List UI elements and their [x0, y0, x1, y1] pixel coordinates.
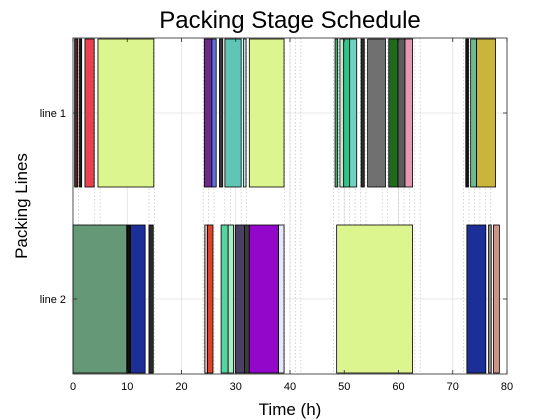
y-tick-label-0: line 1 [40, 108, 66, 120]
x-tick-label-3: 30 [230, 381, 242, 393]
task-bar-20 [470, 38, 478, 188]
x-tick-label-6: 60 [392, 381, 404, 393]
task-bar-37 [493, 224, 500, 374]
task-bar-23 [126, 224, 131, 374]
task-bar-35 [466, 224, 487, 374]
y-tick-label-1: line 2 [40, 294, 66, 306]
task-bar-22 [72, 224, 128, 374]
task-bar-9 [248, 38, 285, 188]
task-bar-31 [244, 224, 250, 374]
task-bar-24 [130, 224, 146, 374]
y-axis-label: Packing Lines [12, 153, 31, 259]
task-bar-7 [224, 38, 242, 188]
task-bar-13 [349, 38, 358, 188]
task-bar-12 [343, 38, 351, 188]
task-bar-36 [488, 224, 492, 374]
x-tick-label-1: 10 [121, 381, 133, 393]
task-bar-25 [148, 224, 154, 374]
task-bar-27 [207, 224, 214, 374]
ticks-layer: 0 10 20 30 40 50 60 70 80 line 1 line 2 [40, 38, 513, 393]
x-tick-label-7: 70 [447, 381, 459, 393]
x-tick-label-5: 50 [338, 381, 350, 393]
task-bar-16 [388, 38, 399, 188]
task-bar-10 [334, 38, 339, 188]
chart-title: Packing Stage Schedule [159, 7, 421, 34]
x-axis-label: Time (h) [259, 400, 322, 419]
task-bar-34 [336, 224, 414, 374]
task-bar-4 [203, 38, 213, 188]
x-tick-label-8: 80 [501, 381, 513, 393]
x-tick-label-0: 0 [70, 381, 76, 393]
task-bar-28 [220, 224, 229, 374]
task-bar-15 [367, 38, 386, 188]
task-bar-2 [84, 38, 95, 188]
task-bar-29 [227, 224, 234, 374]
task-bar-6 [219, 38, 224, 188]
task-bar-17 [397, 38, 406, 188]
task-bar-32 [248, 224, 280, 374]
task-bar-19 [465, 38, 469, 188]
task-bar-26 [204, 224, 208, 374]
task-bar-11 [339, 38, 345, 188]
task-bar-18 [404, 38, 414, 188]
task-bar-21 [476, 38, 497, 188]
task-bar-14 [360, 38, 365, 188]
task-bar-30 [234, 224, 245, 374]
x-tick-label-4: 40 [284, 381, 296, 393]
task-bar-8 [242, 38, 247, 188]
task-bars-layer [72, 38, 500, 374]
task-bar-1 [79, 38, 83, 188]
task-bar-3 [97, 38, 155, 188]
task-bar-33 [278, 224, 285, 374]
task-bar-5 [211, 38, 217, 188]
x-tick-label-2: 20 [175, 381, 187, 393]
